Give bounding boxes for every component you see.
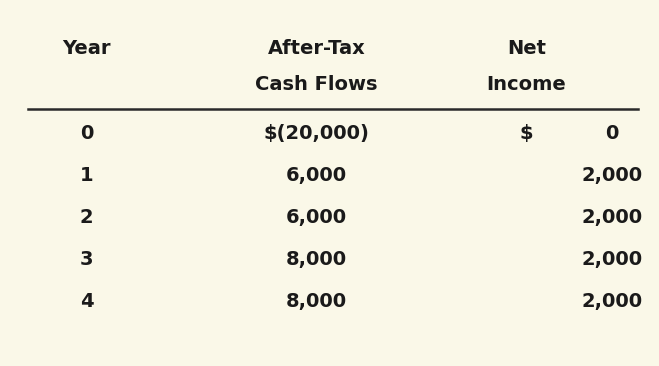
Text: Net: Net	[507, 39, 546, 58]
Text: 8,000: 8,000	[286, 250, 347, 269]
Text: 0: 0	[605, 124, 618, 143]
Text: 2,000: 2,000	[581, 166, 643, 185]
Text: 2: 2	[80, 208, 94, 227]
Text: 8,000: 8,000	[286, 292, 347, 310]
Text: 0: 0	[80, 124, 94, 143]
Text: Year: Year	[63, 39, 111, 58]
Text: 2,000: 2,000	[581, 208, 643, 227]
Text: 6,000: 6,000	[286, 208, 347, 227]
Text: $(20,000): $(20,000)	[264, 124, 369, 143]
Text: 6,000: 6,000	[286, 166, 347, 185]
Text: 1: 1	[80, 166, 94, 185]
Text: 2,000: 2,000	[581, 250, 643, 269]
Text: 2,000: 2,000	[581, 292, 643, 310]
Text: $: $	[519, 124, 533, 143]
Text: Cash Flows: Cash Flows	[255, 75, 378, 94]
Text: 3: 3	[80, 250, 94, 269]
Text: After-Tax: After-Tax	[268, 39, 365, 58]
Text: Income: Income	[486, 75, 566, 94]
Text: 4: 4	[80, 292, 94, 310]
